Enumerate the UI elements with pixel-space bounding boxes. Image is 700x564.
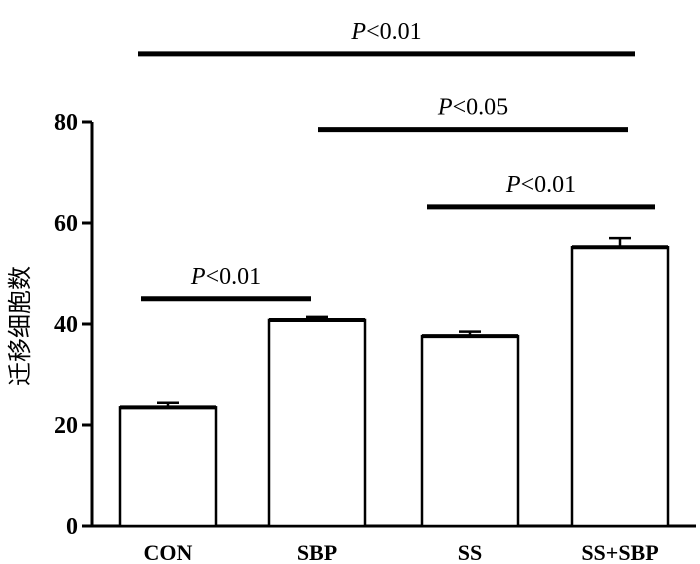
bar — [420, 334, 520, 528]
y-tick-label: 40 — [54, 312, 78, 338]
bar — [267, 318, 367, 528]
category-labels: CON SBP SS SS+SBP — [144, 540, 659, 564]
significance-annotations: P<0.01 P<0.05 P<0.01 P<0.01 — [138, 19, 655, 302]
category-label: SS+SBP — [581, 540, 658, 564]
y-tick-label: 60 — [54, 211, 78, 237]
bar — [118, 406, 218, 528]
category-label: SS — [458, 540, 482, 564]
category-label: CON — [144, 540, 193, 564]
y-axis-label: 迁移细胞数 — [6, 266, 34, 386]
y-tick-label: 80 — [54, 110, 78, 136]
category-label: SBP — [297, 540, 337, 564]
y-tick-label: 0 — [66, 514, 78, 540]
bars — [118, 236, 670, 528]
significance-label: P<0.05 — [437, 95, 508, 121]
significance-label: P<0.01 — [505, 172, 576, 198]
bar — [570, 245, 670, 528]
significance-label: P<0.01 — [190, 264, 261, 290]
y-ticks: 0 20 40 60 80 — [54, 110, 92, 540]
significance-label: P<0.01 — [350, 19, 421, 45]
y-tick-label: 20 — [54, 413, 78, 439]
